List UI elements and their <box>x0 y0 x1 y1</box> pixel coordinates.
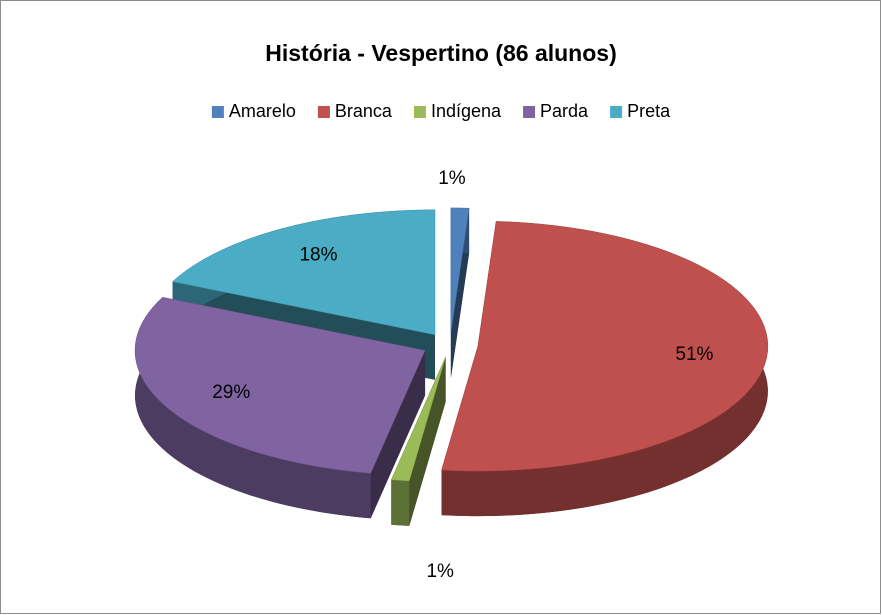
legend-swatch <box>211 106 224 118</box>
slice <box>172 209 436 336</box>
data-label: 1% <box>426 561 454 582</box>
legend-label: Amarelo <box>229 101 296 121</box>
slice <box>390 356 446 526</box>
legend-swatch <box>610 106 623 118</box>
legend-label: Branca <box>335 101 393 121</box>
slice-side <box>391 479 410 526</box>
slice <box>441 221 769 517</box>
slice <box>441 221 769 472</box>
legend-label: Indígena <box>431 101 502 121</box>
data-label: 29% <box>212 382 250 403</box>
data-label: 18% <box>299 245 337 266</box>
legend-label: Parda <box>540 101 589 121</box>
legend: Amarelo Branca Indígena Parda Preta <box>211 101 671 121</box>
data-label: 1% <box>438 168 466 189</box>
data-label: 51% <box>675 344 713 365</box>
slice <box>134 296 426 519</box>
slice <box>450 207 470 333</box>
legend-swatch <box>523 106 536 118</box>
legend-swatch <box>317 106 330 118</box>
slice <box>390 356 446 482</box>
legend-swatch <box>413 106 426 118</box>
slice <box>450 207 470 378</box>
chart-title: História - Vespertino (86 alunos) <box>265 40 616 66</box>
legend-label: Preta <box>627 101 671 121</box>
slice-side <box>135 297 371 519</box>
slice <box>134 296 426 474</box>
